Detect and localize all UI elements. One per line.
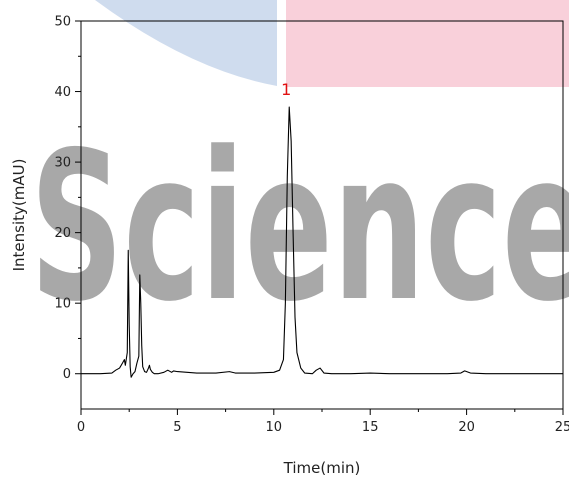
y-tick-label: 20 <box>54 226 71 241</box>
x-tick-label: 20 <box>458 420 475 435</box>
x-tick-label: 15 <box>362 420 379 435</box>
x-tick-label: 0 <box>77 420 85 435</box>
y-tick-label: 30 <box>54 156 71 171</box>
watermark-text: Science <box>30 109 569 347</box>
y-axis-title: Intensity(mAU) <box>10 159 28 272</box>
x-axis-ticks: 0 5 10 15 20 25 <box>77 409 569 435</box>
x-axis-title: Time(min) <box>283 459 361 477</box>
y-tick-label: 40 <box>54 85 71 100</box>
watermark: Science <box>30 0 569 347</box>
y-tick-label: 50 <box>54 15 71 30</box>
watermark-pink-shape <box>286 0 569 87</box>
y-axis-ticks: 0 10 20 30 40 50 <box>54 15 81 382</box>
watermark-blue-shape <box>95 0 277 86</box>
y-tick-label: 0 <box>63 367 71 382</box>
x-tick-label: 10 <box>266 420 283 435</box>
annotations: 1 <box>281 80 291 99</box>
y-tick-label: 10 <box>54 297 71 312</box>
chromatogram-trace <box>81 106 563 378</box>
x-tick-label: 25 <box>555 420 569 435</box>
x-tick-label: 5 <box>173 420 181 435</box>
peak-label: 1 <box>281 80 291 99</box>
